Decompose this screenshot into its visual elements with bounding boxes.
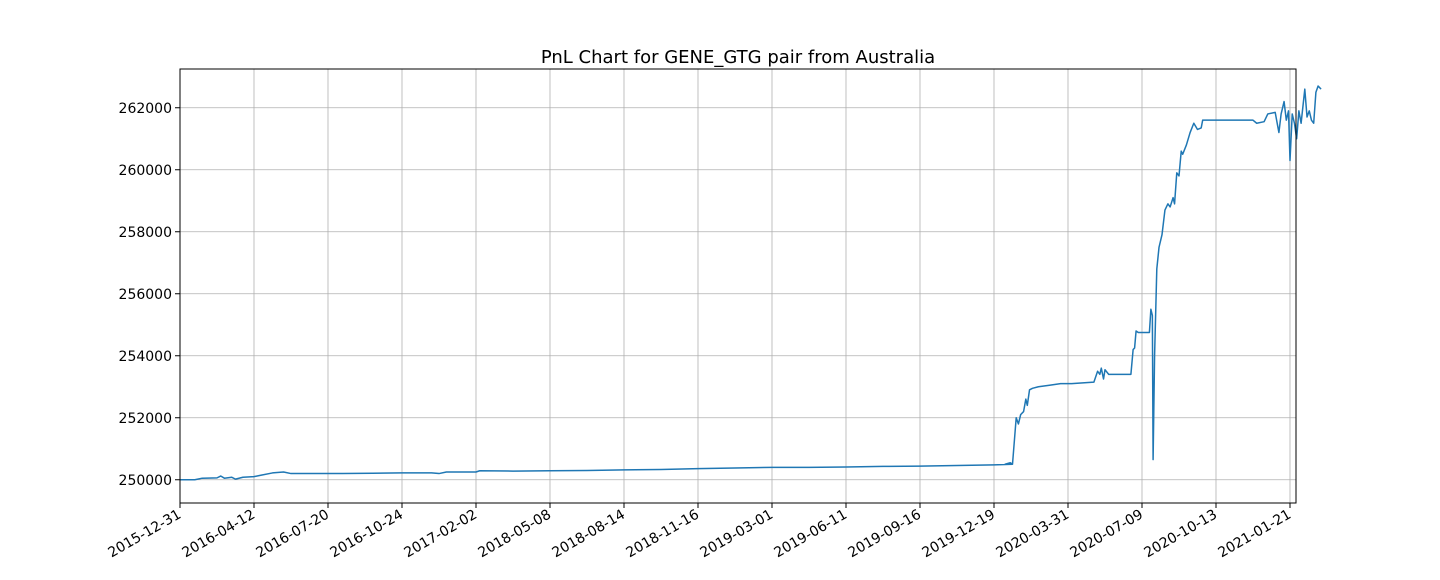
x-tick-label: 2020-03-31 xyxy=(994,507,1072,562)
x-tick-label: 2019-09-16 xyxy=(846,507,925,562)
y-tick-label: 262000 xyxy=(119,101,172,117)
y-tick-label: 254000 xyxy=(119,349,172,365)
x-tick-label: 2020-07-09 xyxy=(1068,507,1146,562)
y-tick-label: 252000 xyxy=(119,411,172,427)
x-tick-label: 2020-10-13 xyxy=(1142,507,1220,562)
grid-lines xyxy=(179,69,1296,503)
x-tick-label: 2019-03-01 xyxy=(698,507,776,562)
chart-title: PnL Chart for GENE_GTG pair from Austral… xyxy=(541,47,935,68)
x-tick-label: 2018-05-08 xyxy=(476,507,554,562)
y-tick-label: 258000 xyxy=(119,225,172,241)
x-tick-label: 2016-07-20 xyxy=(254,507,332,562)
x-tick-label: 2019-06-11 xyxy=(772,507,850,562)
y-axis: 250000 252000 254000 256000 258000 260000 2620… xyxy=(119,101,180,489)
y-tick-label: 260000 xyxy=(119,163,172,179)
x-tick-label: 2015-12-31 xyxy=(106,507,184,562)
y-tick-label: 256000 xyxy=(119,287,172,303)
series-layer xyxy=(180,85,1322,481)
x-tick-label: 2018-08-14 xyxy=(550,507,629,562)
x-tick-label: 2021-01-21 xyxy=(1216,507,1294,562)
x-tick-label: 2016-04-12 xyxy=(180,507,258,562)
x-tick-label: 2016-10-24 xyxy=(328,507,407,562)
x-axis: 2015-12-312016-04-122016-07-202016-10-24… xyxy=(106,503,1294,561)
pnl-series-line xyxy=(180,85,1322,481)
x-tick-label: 2019-12-19 xyxy=(920,507,998,562)
plot-area-frame xyxy=(179,68,1297,504)
y-tick-label: 250000 xyxy=(119,473,172,489)
x-tick-label: 2017-02-02 xyxy=(402,507,480,562)
x-tick-label: 2018-11-16 xyxy=(624,507,703,562)
